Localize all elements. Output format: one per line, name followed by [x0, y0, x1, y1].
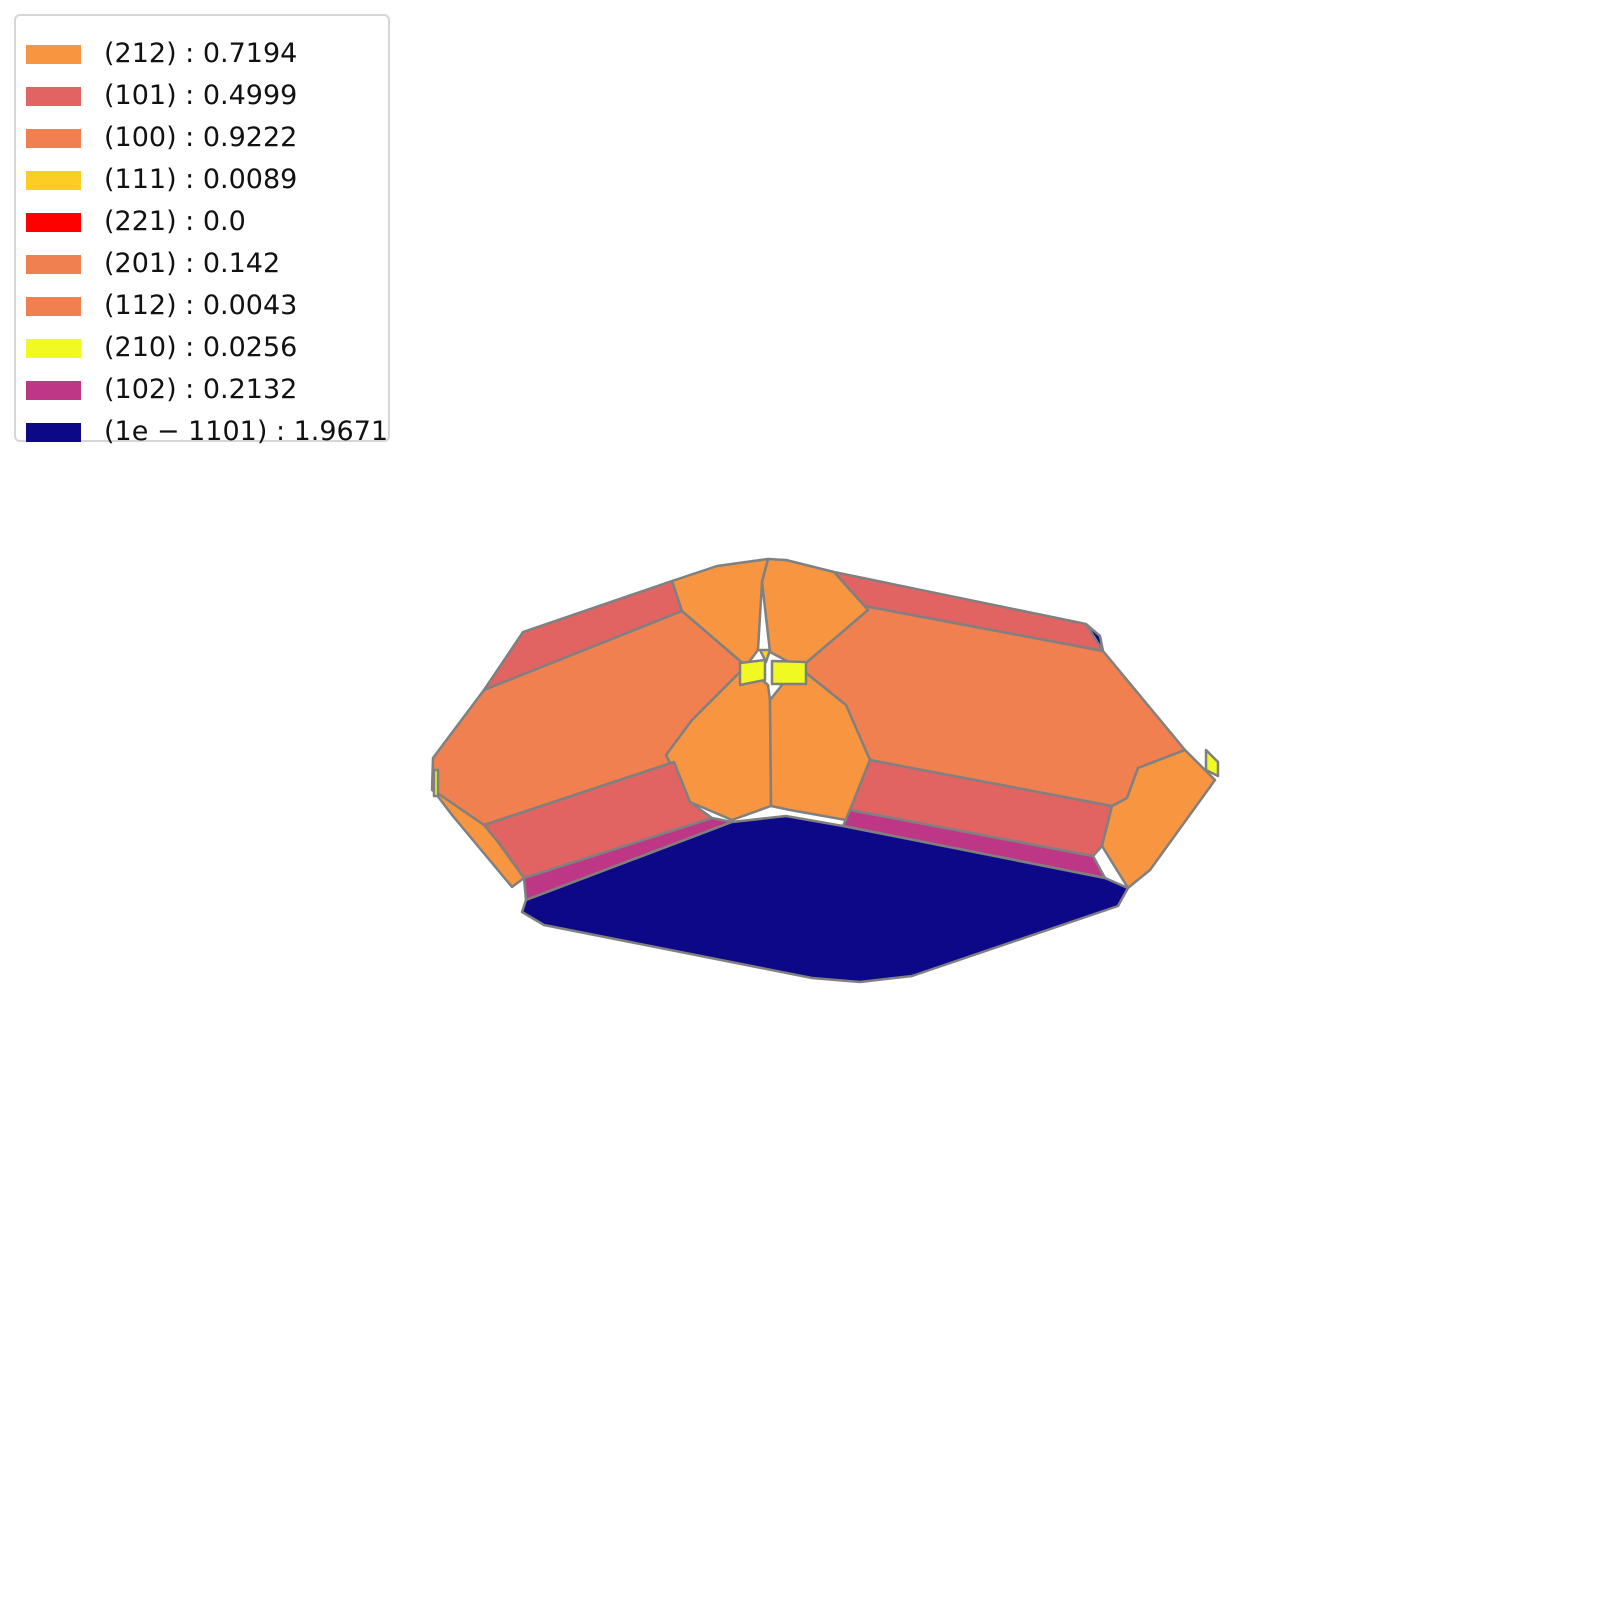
facet-212-top-right: [760, 557, 870, 670]
facet-1e-1101-bottom: [520, 814, 1130, 984]
legend-swatch-100: [26, 129, 81, 148]
legend-entry-101: (101) : 0.4999: [16, 80, 388, 112]
legend-label-111: (111) : 0.0089: [104, 164, 298, 195]
legend-entry-210: (210) : 0.0256: [16, 332, 388, 364]
facet-1e-1101-upper-right-sliver: [1084, 622, 1105, 653]
legend-label-102: (102) : 0.2132: [104, 374, 298, 405]
legend-label-212: (212) : 0.7194: [104, 38, 298, 69]
legend-swatch-201: [26, 255, 81, 274]
facet-210-right-tip: [1204, 748, 1220, 778]
facet-212-left-end: [431, 788, 526, 889]
legend-entry-100: (100) : 0.9222: [16, 122, 388, 154]
legend-entry-112: (112) : 0.0043: [16, 290, 388, 322]
legend-entry-221: (221) : 0.0: [16, 206, 388, 238]
legend-label-100: (100) : 0.9222: [104, 122, 298, 153]
legend-swatch-112: [26, 297, 81, 316]
crystal-facets: [430, 557, 1220, 984]
legend-entry-1e-1101: (1e − 1101) : 1.9671: [16, 416, 388, 448]
legend-swatch-101: [26, 87, 81, 106]
legend-swatch-1e-1101: [26, 423, 81, 442]
legend-label-101: (101) : 0.4999: [104, 80, 298, 111]
legend-swatch-221: [26, 213, 81, 232]
facet-210-center-left: [738, 658, 767, 687]
legend-label-1e-1101: (1e − 1101) : 1.9671: [104, 416, 389, 447]
legend-label-201: (201) : 0.142: [104, 248, 281, 279]
legend-entry-201: (201) : 0.142: [16, 248, 388, 280]
facet-212-right-end: [1100, 748, 1217, 890]
legend-entry-212: (212) : 0.7194: [16, 38, 388, 70]
facet-212-top-left: [670, 557, 770, 668]
legend-entry-111: (111) : 0.0089: [16, 164, 388, 196]
facet-212-center-left: [664, 664, 773, 822]
legend-swatch-210: [26, 339, 81, 358]
legend-swatch-212: [26, 45, 81, 64]
legend-label-221: (221) : 0.0: [104, 206, 246, 237]
legend-swatch-111: [26, 171, 81, 190]
legend-swatch-102: [26, 381, 81, 400]
facet-111-center-top: [758, 648, 772, 664]
facet-210-left-tip: [432, 768, 440, 798]
legend: (212) : 0.7194 (101) : 0.4999 (100) : 0.…: [14, 14, 390, 447]
facet-210-center-right: [770, 659, 808, 686]
legend-label-210: (210) : 0.0256: [104, 332, 298, 363]
legend-entry-102: (102) : 0.2132: [16, 374, 388, 406]
legend-label-112: (112) : 0.0043: [104, 290, 298, 321]
